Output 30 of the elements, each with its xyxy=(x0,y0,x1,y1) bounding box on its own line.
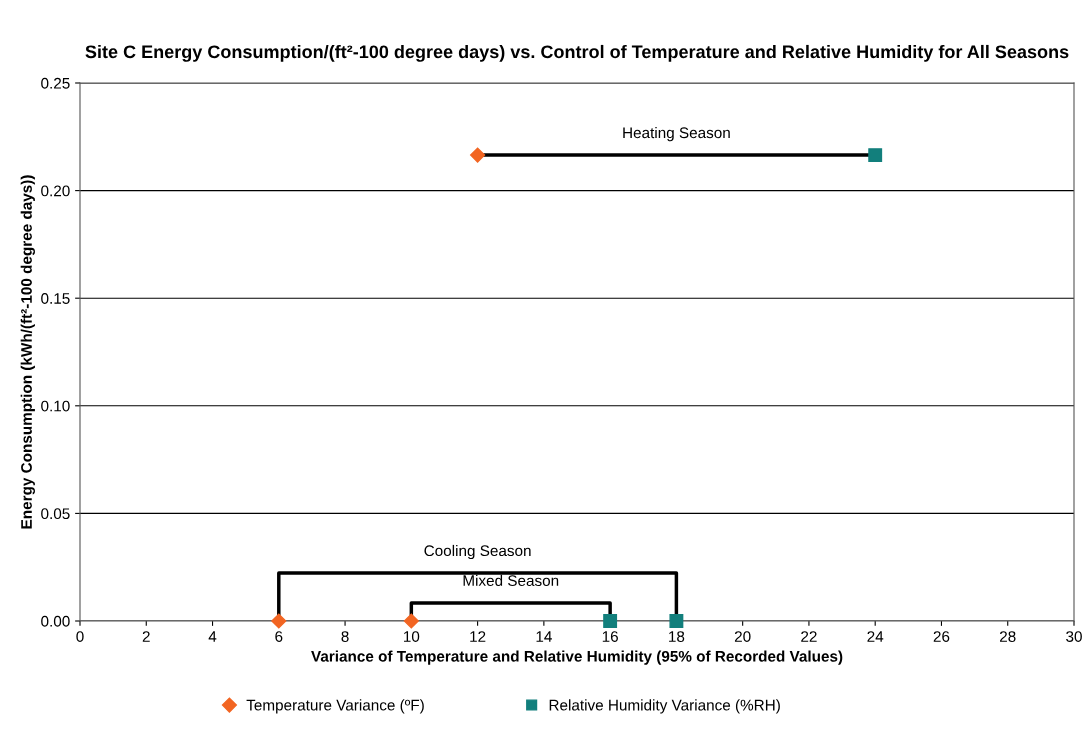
y-tick-label: 0.15 xyxy=(41,293,70,304)
x-tick-label: 6 xyxy=(275,631,283,642)
y-tick-label: 0.10 xyxy=(41,400,70,412)
x-tick-label: 4 xyxy=(208,631,217,642)
y-tick-label: 0.20 xyxy=(41,185,70,197)
x-tick-label: 30 xyxy=(1066,631,1082,642)
x-tick-label: 24 xyxy=(867,631,884,642)
annotation: Cooling Season xyxy=(424,544,531,560)
x-tick-label: 26 xyxy=(933,631,950,642)
x-tick-label: 14 xyxy=(536,631,552,642)
x-axis-title: Variance of Temperature and Relative Humidity (95% of Recorded Values) xyxy=(311,650,843,665)
y-tick-label: 0.00 xyxy=(41,615,70,627)
x-tick-label: 28 xyxy=(1000,631,1016,642)
x-tick-label: 0 xyxy=(76,631,84,642)
chart-title: Site C Energy Consumption/(ft²-100 degree days) vs. Control of Temperature and Relative Humidity for All Seasons xyxy=(85,44,1069,62)
x-tick-label: 20 xyxy=(734,631,751,642)
y-tick-label: 0.05 xyxy=(41,508,70,520)
y-axis-title: Energy Consumption (kWh/(ft²-100 degree days)) xyxy=(20,175,35,529)
x-tick-label: 12 xyxy=(470,631,486,642)
x-tick-label: 22 xyxy=(801,631,817,642)
x-tick-label: 18 xyxy=(669,631,685,642)
x-tick-label: 10 xyxy=(404,631,420,642)
annotation: Heating Season xyxy=(623,126,730,142)
legend-label: Relative Humidity Variance (%RH) xyxy=(549,699,780,714)
x-tick-label: 2 xyxy=(142,631,150,642)
annotation: Mixed Season xyxy=(463,574,559,587)
legend-label: Temperature Variance (ºF) xyxy=(246,699,424,714)
y-tick-label: 0.25 xyxy=(41,77,70,89)
x-tick-label: 8 xyxy=(341,631,349,642)
x-tick-label: 16 xyxy=(602,631,618,642)
